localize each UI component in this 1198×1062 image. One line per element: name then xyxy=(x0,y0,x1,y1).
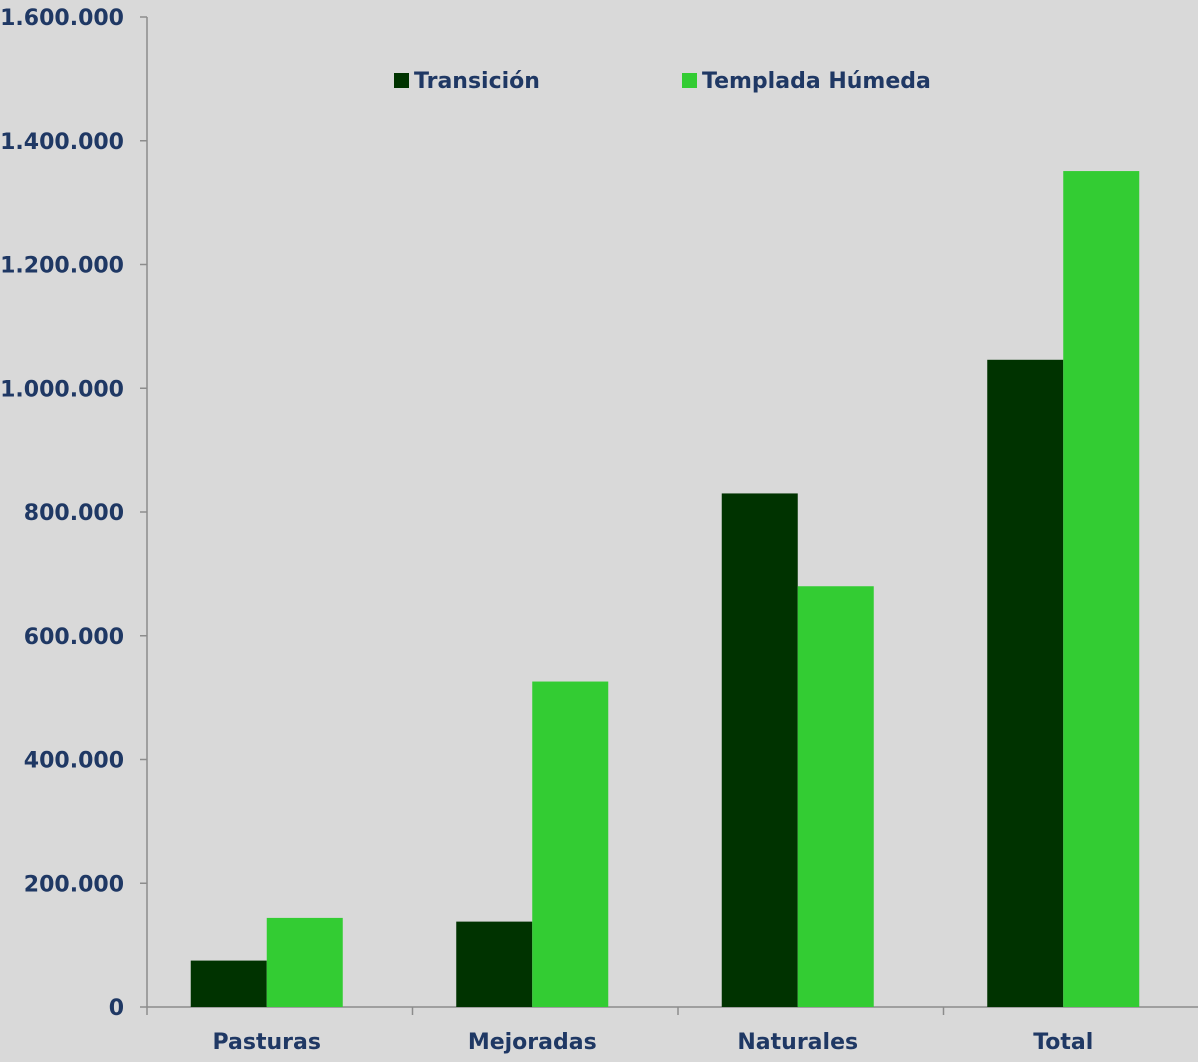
x-tick-label: Total xyxy=(1033,1030,1093,1055)
legend: Transición Templada Húmeda xyxy=(394,69,931,94)
bar-templada-humeda xyxy=(1063,171,1140,1008)
y-tick-label: 600.000 xyxy=(24,625,124,650)
legend-swatch xyxy=(682,73,697,88)
y-tick-label: 1.600.000 xyxy=(0,6,124,31)
y-tick-label: 800.000 xyxy=(24,501,124,526)
y-axis-ticks: 0 200.000 400.000 600.000 800.000 1.000.000 1.… xyxy=(0,6,147,1021)
x-axis-ticks: Pasturas Mejoradas Naturales Total xyxy=(146,1007,1093,1055)
y-tick-label: 1.200.000 xyxy=(0,254,124,279)
bar-transicion xyxy=(721,493,798,1007)
bar-templada-humeda xyxy=(797,586,874,1007)
bar-templada-humeda xyxy=(266,917,343,1007)
y-tick-label: 1.400.000 xyxy=(0,130,124,155)
bar-transicion xyxy=(987,359,1064,1008)
legend-label: Templada Húmeda xyxy=(702,69,931,94)
x-tick-label: Mejoradas xyxy=(468,1030,597,1055)
bar-transicion xyxy=(190,960,267,1007)
bar-transicion xyxy=(456,921,533,1007)
legend-swatch xyxy=(394,73,409,88)
bar-templada-humeda xyxy=(532,681,609,1007)
x-tick-label: Naturales xyxy=(737,1030,858,1055)
y-tick-label: 0 xyxy=(109,996,124,1021)
x-tick-label: Pasturas xyxy=(213,1030,321,1055)
y-tick-label: 400.000 xyxy=(24,749,124,774)
bars xyxy=(190,171,1140,1008)
y-tick-label: 1.000.000 xyxy=(0,377,124,402)
y-tick-label: 200.000 xyxy=(24,872,124,897)
legend-label: Transición xyxy=(414,69,540,94)
